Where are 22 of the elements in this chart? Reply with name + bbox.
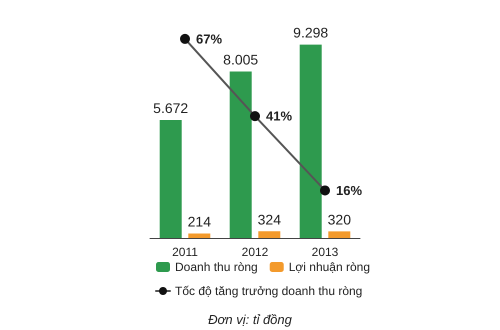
- data-label: 214: [188, 214, 212, 230]
- bar: [258, 231, 280, 238]
- data-label: 324: [258, 211, 282, 228]
- data-label: 41%: [266, 108, 292, 124]
- x-tick-label: 2013: [312, 245, 339, 259]
- bar: [160, 120, 182, 238]
- x-tick-label: 2011: [172, 245, 198, 259]
- data-label: 320: [328, 211, 352, 228]
- bar: [230, 71, 252, 238]
- bar: [188, 234, 210, 238]
- legend-label: Tốc độ tăng trưởng doanh thu ròng: [175, 284, 362, 298]
- x-tick-label: 2012: [242, 245, 269, 259]
- data-label: 67%: [196, 31, 222, 46]
- legend-label: Lợi nhuận ròng: [288, 260, 370, 274]
- bar: [300, 44, 322, 238]
- data-label: 9.298: [293, 24, 328, 41]
- text: Đơn vị: tỉ đồng: [208, 312, 293, 327]
- legend-label: Doanh thu ròng: [175, 260, 258, 274]
- data-label: 8.005: [223, 51, 258, 68]
- data-label: 5.672: [153, 100, 188, 116]
- data-label: 16%: [336, 182, 362, 198]
- bar: [328, 231, 350, 238]
